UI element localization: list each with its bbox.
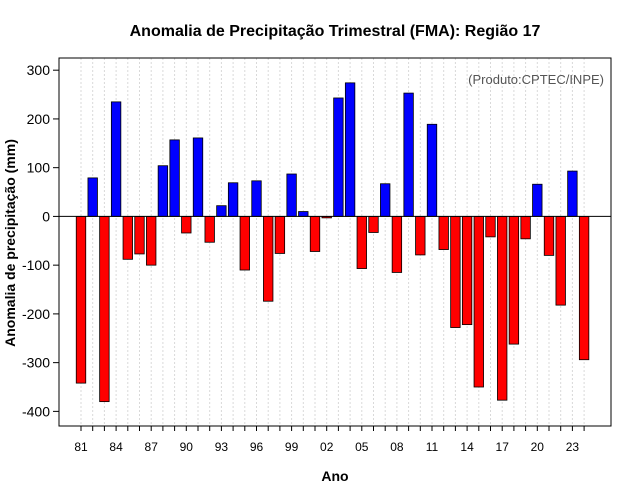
x-tick-label: 96 [250,440,264,454]
y-axis-label: Anomalia de precipitação (mm) [2,139,18,347]
bar-2016 [485,216,496,238]
bar-1999 [286,173,297,217]
bar-2005 [356,216,367,269]
bar-2010 [415,216,426,256]
bar-1982 [87,177,98,217]
plot-frame [58,57,612,427]
bar-1984 [110,101,122,217]
y-axis: -400 -300 -200 -100 0 100 200 300 [22,62,59,419]
x-tick-label: 99 [285,440,299,454]
bar-1992 [204,216,215,243]
x-tick-label: 93 [215,440,229,454]
x-tick-label: 11 [426,440,439,454]
credit-annotation: (Produto:CPTEC/INPE) [468,72,604,87]
x-tick-label: 02 [320,440,334,454]
bar-2003 [333,97,344,217]
y-tick-label: 100 [27,160,51,176]
bar-1988 [157,165,169,217]
y-tick-label: -400 [22,403,50,419]
bar-1997 [263,216,274,302]
bar-1981 [75,216,87,384]
bar-1989 [169,139,180,217]
y-tick-label: 200 [27,111,51,127]
bar-2014 [461,216,473,326]
bar-2013 [450,216,461,328]
bar-2012 [438,216,449,250]
x-tick-label: 23 [566,440,580,454]
bar-1985 [122,216,133,260]
y-tick-label: 0 [42,208,50,224]
x-tick-label: 81 [74,440,88,454]
bar-1994 [227,182,239,217]
bar-2007 [380,183,391,217]
bar-2023 [567,170,578,217]
bar-2000 [298,211,309,217]
y-tick-label: -100 [22,257,50,273]
bar-2022 [555,216,566,306]
bar-1995 [239,216,250,271]
bar-1990 [181,216,192,234]
y-tick-label: -200 [22,306,50,322]
x-axis-label: Ano [321,468,348,484]
x-tick-label: 17 [496,440,510,454]
bar-1986 [134,216,145,255]
bar-1998 [274,216,286,254]
bar-2018 [508,216,520,345]
bar-1996 [251,180,262,217]
x-tick-label: 84 [109,440,123,454]
x-tick-label: 87 [145,440,159,454]
y-tick-label: 300 [27,62,51,78]
x-tick-label: 14 [460,440,474,454]
x-axis: 81 84 87 90 93 96 99 02 05 08 11 14 17 20 23 [74,426,585,454]
bar-2008 [391,216,403,273]
bar-2009 [403,92,414,217]
bar-2004 [344,82,356,217]
bar-2011 [426,123,438,217]
grid-lines [80,58,585,426]
bar-1991 [192,137,204,217]
x-tick-label: 20 [531,440,545,454]
bars-group [75,82,590,403]
bar-2001 [309,216,321,252]
x-tick-label: 90 [180,440,194,454]
bar-1987 [146,216,157,266]
bar-1993 [216,205,227,217]
bar-2015 [473,216,484,388]
y-tick-label: -300 [22,355,50,371]
bar-2006 [368,216,379,233]
x-tick-label: 05 [355,440,369,454]
chart-title: Anomalia de Precipitação Trimestral (FMA… [130,23,541,40]
bar-2017 [497,216,508,401]
bar-2019 [520,216,531,240]
bar-2020 [532,183,543,217]
x-tick-label: 08 [390,440,404,454]
bar-2021 [543,216,555,256]
bar-2024 [578,216,590,361]
bar-1983 [99,216,110,403]
